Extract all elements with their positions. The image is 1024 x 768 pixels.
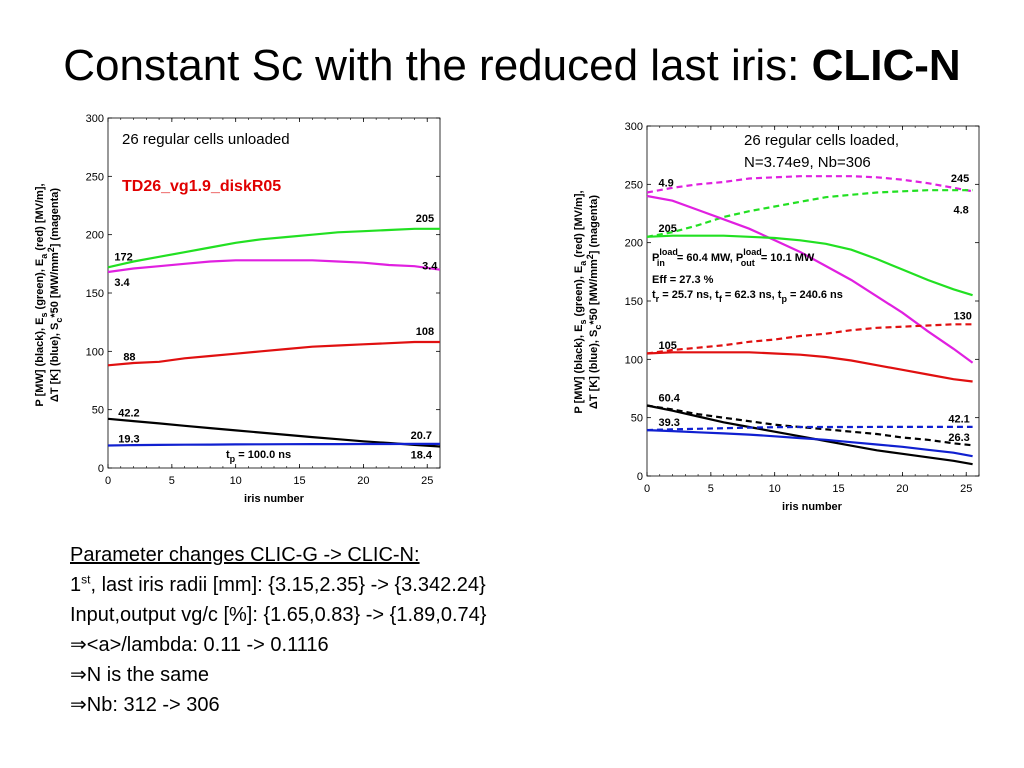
- series-line-blue-dashed: [646, 425, 973, 432]
- data-label: 60.4: [658, 392, 680, 404]
- implies-arrow-icon: ⇒: [70, 664, 87, 686]
- x-tick-label: 0: [105, 475, 111, 487]
- y-tick-label: 250: [625, 179, 643, 191]
- x-tick-label: 25: [421, 475, 433, 487]
- annotation-condition: 26 regular cells unloaded: [122, 131, 290, 148]
- y-tick-label: 250: [86, 171, 104, 183]
- series-line-blue-solid: [107, 442, 440, 447]
- x-axis-label: iris number: [244, 493, 305, 505]
- data-label: 20.7: [411, 430, 432, 442]
- y-tick-label: 50: [92, 405, 104, 417]
- parameter-notes: Parameter changes CLIC-G -> CLIC-N: 1st,…: [70, 540, 486, 720]
- implies-arrow-icon: ⇒: [70, 634, 87, 656]
- x-tick-label: 10: [769, 483, 781, 495]
- y-axis-label-line1: P [MW] (black), Es (green), Ea (red) [MV…: [573, 190, 588, 413]
- y-axis-label-line1: P [MW] (black), Es (green), Ea (red) [MV…: [34, 183, 49, 406]
- data-label: 172: [114, 251, 132, 263]
- y-tick-label: 50: [631, 413, 643, 425]
- data-label: 4.8: [953, 205, 968, 217]
- data-label: 42.2: [118, 408, 139, 420]
- x-tick-label: 25: [960, 483, 972, 495]
- y-tick-label: 200: [625, 238, 643, 250]
- annotation-condition-line1: 26 regular cells loaded,: [744, 132, 899, 149]
- data-label: 26.3: [948, 432, 969, 444]
- data-label: 130: [953, 311, 971, 323]
- x-tick-label: 20: [896, 483, 908, 495]
- y-tick-label: 200: [86, 230, 104, 242]
- series-line-magenta-solid: [646, 194, 974, 364]
- slide-title-main: Constant Sc with the reduced last iris:: [63, 41, 812, 90]
- y-tick-label: 100: [625, 354, 643, 366]
- series-line-magenta-dashed: [646, 175, 973, 194]
- data-label: 205: [416, 213, 434, 225]
- y-tick-label: 0: [98, 463, 104, 475]
- annotation-power: Pload in = 60.4 MW, Pload out = 10.1 MW: [652, 247, 815, 268]
- annotation-condition-line2: N=3.74e9, Nb=306: [744, 154, 871, 171]
- x-axis-label: iris number: [782, 501, 843, 513]
- data-label: 3.4: [422, 261, 438, 273]
- y-tick-label: 100: [86, 346, 104, 358]
- data-label: 108: [416, 326, 434, 338]
- data-label: 3.4: [114, 277, 130, 289]
- annotation-eff: Eff = 27.3 %: [652, 274, 714, 286]
- x-tick-label: 15: [293, 475, 305, 487]
- data-label: 42.1: [948, 413, 969, 425]
- series-line-red-solid: [646, 351, 973, 383]
- notes-line-5: ⇒Nb: 312 -> 306: [70, 694, 220, 716]
- annotation-times: tr = 25.7 ns, tf = 62.3 ns, tp = 240.6 n…: [652, 289, 843, 304]
- y-tick-label: 300: [625, 121, 643, 133]
- series-line-black-solid: [107, 417, 441, 448]
- y-tick-label: 0: [637, 471, 643, 483]
- y-axis-label-line2: ΔT [K] (blue), Sc*50 [MW/mm2] (magenta): [46, 188, 64, 402]
- x-tick-label: 10: [230, 475, 242, 487]
- x-tick-label: 5: [169, 475, 175, 487]
- data-label: 205: [658, 223, 676, 235]
- series-line-black-solid: [646, 404, 973, 466]
- y-axis-label-line2: ΔT [K] (blue), Sc*50 [MW/mm2] (magenta): [585, 195, 603, 409]
- y-tick-label: 150: [86, 288, 104, 300]
- notes-heading: Parameter changes CLIC-G -> CLIC-N:: [70, 544, 420, 566]
- x-tick-label: 15: [832, 483, 844, 495]
- x-tick-label: 0: [644, 483, 650, 495]
- x-tick-label: 20: [357, 475, 369, 487]
- data-label: 19.3: [118, 433, 139, 445]
- implies-arrow-icon: ⇒: [70, 694, 87, 716]
- data-label: 105: [658, 340, 676, 352]
- slide-title: Constant Sc with the reduced last iris: …: [0, 38, 1024, 94]
- series-line-green-solid: [646, 234, 973, 297]
- annotation-structure: TD26_vg1.9_diskR05: [122, 178, 281, 195]
- data-label: 18.4: [411, 450, 433, 462]
- notes-line-3: ⇒<a>/lambda: 0.11 -> 0.1116: [70, 634, 329, 656]
- series-line-red-solid: [107, 340, 440, 367]
- series-line-blue-solid: [646, 429, 973, 458]
- series-line-magenta-solid: [107, 259, 441, 274]
- series-line-red-dashed: [646, 323, 973, 355]
- y-tick-label: 150: [625, 296, 643, 308]
- annotation-tp: tp = 100.0 ns: [226, 449, 291, 464]
- series-line-green-solid: [107, 227, 440, 269]
- plot-area: [646, 125, 980, 477]
- series-line-black-dashed: [646, 404, 973, 447]
- notes-line-4: ⇒N is the same: [70, 664, 210, 686]
- x-tick-label: 5: [708, 483, 714, 495]
- notes-line-2: Input,output vg/c [%]: {1.65,0.83} -> {1…: [70, 604, 487, 626]
- plot-area: [107, 117, 441, 469]
- notes-line-1: 1st, last iris radii [mm]: {3.15,2.35} -…: [70, 572, 486, 596]
- data-label: 245: [951, 173, 969, 185]
- data-label: 88: [123, 352, 135, 364]
- data-label: 4.9: [658, 178, 673, 190]
- data-label: 39.3: [658, 417, 679, 429]
- y-tick-label: 300: [86, 113, 104, 125]
- series-line-green-dashed: [646, 189, 973, 238]
- slide-title-bold: CLIC-N: [811, 41, 961, 90]
